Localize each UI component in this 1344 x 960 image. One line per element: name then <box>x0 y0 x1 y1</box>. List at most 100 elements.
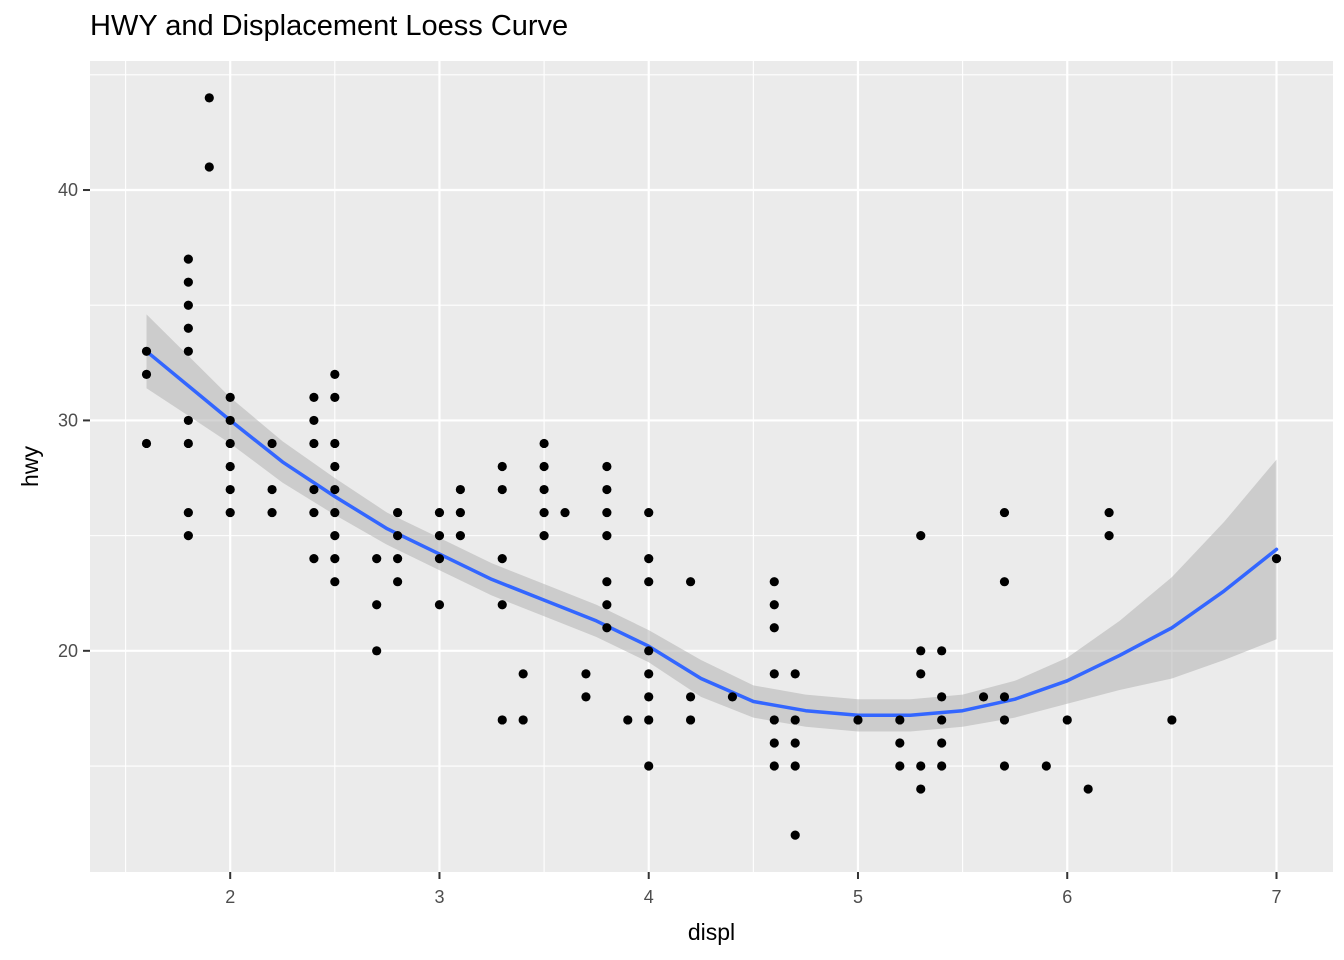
data-point <box>685 715 696 725</box>
data-point <box>141 346 152 356</box>
data-point <box>497 715 507 725</box>
data-point <box>937 715 947 725</box>
data-point <box>330 392 340 402</box>
data-point <box>853 715 863 725</box>
data-point <box>1167 715 1177 725</box>
data-point <box>497 461 507 472</box>
data-point <box>769 623 779 633</box>
data-point <box>1271 554 1282 564</box>
data-point <box>330 438 340 449</box>
data-point <box>560 507 570 518</box>
data-point <box>685 577 696 587</box>
data-point <box>267 484 277 495</box>
data-point <box>644 507 654 518</box>
data-point <box>434 531 445 541</box>
data-point <box>225 484 235 495</box>
x-axis-ticks: 2 3 4 5 6 7 <box>225 872 1282 907</box>
data-point <box>225 415 235 426</box>
data-point <box>372 600 382 610</box>
minor-gridlines <box>90 61 1333 872</box>
data-point <box>581 669 591 679</box>
data-point <box>769 715 779 725</box>
data-point <box>602 461 612 472</box>
x-tick-label: 2 <box>225 887 235 907</box>
data-point <box>393 554 403 564</box>
y-tick-label: 30 <box>58 410 78 430</box>
x-tick-label: 4 <box>644 887 654 907</box>
data-point <box>141 438 152 449</box>
data-point <box>790 738 800 748</box>
y-axis-ticks: 20 30 40 <box>58 180 90 661</box>
data-point <box>183 277 193 287</box>
x-axis-title: displ <box>688 919 735 945</box>
data-point <box>393 507 403 518</box>
data-point <box>999 577 1010 587</box>
data-point <box>455 484 465 495</box>
data-point <box>602 507 612 518</box>
data-point <box>330 577 340 587</box>
data-point <box>623 715 633 725</box>
data-point <box>999 507 1010 518</box>
data-point <box>330 507 340 518</box>
x-tick-label: 3 <box>434 887 444 907</box>
data-point <box>644 715 654 725</box>
data-point <box>602 484 612 495</box>
data-point <box>602 531 612 541</box>
data-point <box>602 623 612 633</box>
data-point <box>581 692 591 702</box>
loess-curve <box>144 349 1279 718</box>
data-point <box>204 162 214 172</box>
data-point <box>225 392 235 402</box>
data-point <box>895 738 905 748</box>
data-point <box>309 392 319 402</box>
data-point <box>999 761 1010 771</box>
data-point <box>225 438 235 449</box>
data-point <box>330 484 340 495</box>
data-point <box>372 554 382 564</box>
data-point <box>309 415 319 426</box>
data-point <box>309 438 319 449</box>
data-point <box>434 600 445 610</box>
data-point <box>393 577 403 587</box>
data-point <box>330 369 340 379</box>
data-point <box>937 761 947 771</box>
data-point <box>644 761 654 771</box>
data-point <box>497 484 507 495</box>
data-point <box>434 554 445 564</box>
data-point <box>602 577 612 587</box>
data-point <box>309 484 319 495</box>
data-point <box>225 461 235 472</box>
data-points <box>141 93 1282 840</box>
data-point <box>769 738 779 748</box>
data-point <box>769 600 779 610</box>
data-point <box>539 438 549 449</box>
y-tick-label: 40 <box>58 180 78 200</box>
data-point <box>497 554 507 564</box>
data-point <box>1041 761 1051 771</box>
y-axis-title: hwy <box>17 446 43 487</box>
data-point <box>644 646 654 656</box>
data-point <box>916 646 926 656</box>
data-point <box>644 577 654 587</box>
data-point <box>183 438 193 449</box>
data-point <box>330 531 340 541</box>
data-point <box>539 507 549 518</box>
data-point <box>141 369 152 379</box>
data-point <box>225 507 235 518</box>
data-point <box>916 669 926 679</box>
data-point <box>309 554 319 564</box>
data-point <box>455 531 465 541</box>
data-point <box>183 300 193 310</box>
data-point <box>790 669 800 679</box>
data-point <box>644 669 654 679</box>
x-tick-label: 5 <box>853 887 863 907</box>
data-point <box>1104 531 1114 541</box>
data-point <box>644 554 654 564</box>
data-point <box>455 507 465 518</box>
data-point <box>309 507 319 518</box>
data-point <box>539 531 549 541</box>
data-point <box>330 554 340 564</box>
data-point <box>999 715 1010 725</box>
data-point <box>183 254 193 264</box>
